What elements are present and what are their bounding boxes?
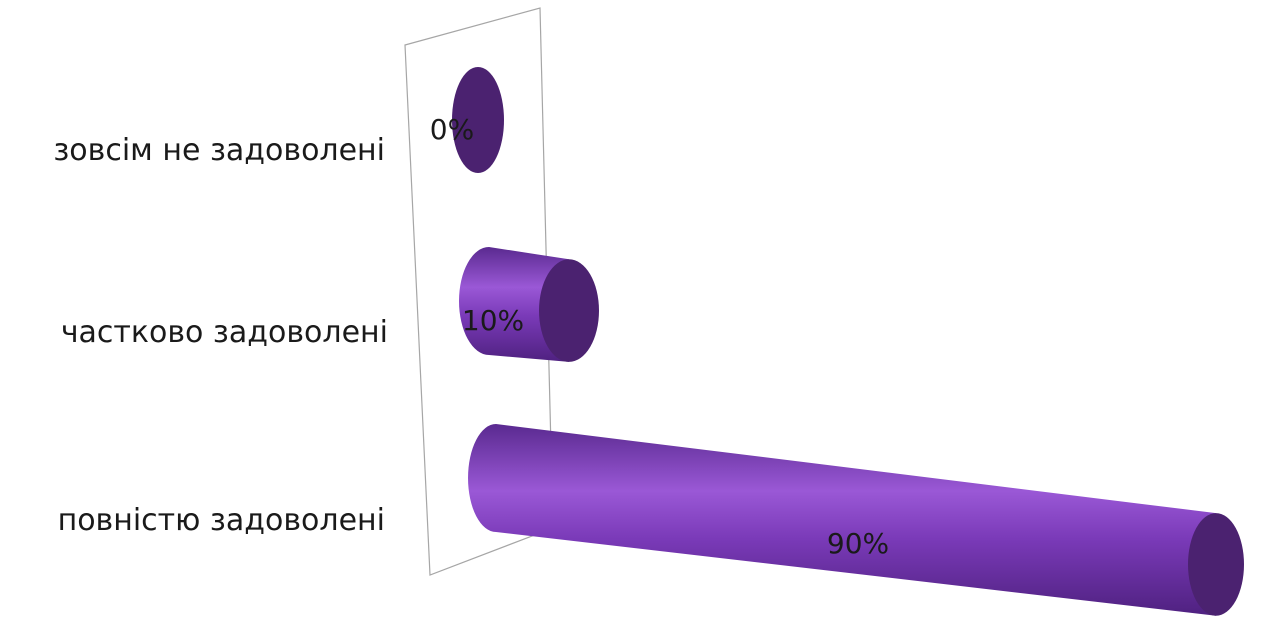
category-label: повністю задоволені: [58, 503, 385, 538]
category-label: зовсім не задоволені: [53, 133, 385, 168]
bar-cap: [1188, 513, 1244, 616]
bar: [452, 67, 504, 173]
data-label: 0%: [430, 113, 474, 146]
data-label: 10%: [462, 304, 524, 337]
bar: [468, 424, 1244, 616]
bar-body: [459, 247, 569, 362]
bar-cap: [452, 67, 504, 173]
category-label: частково задоволені: [61, 315, 388, 350]
bar: [459, 247, 599, 362]
bar-cap: [539, 259, 599, 362]
bar-body: [468, 424, 1216, 616]
data-label: 90%: [827, 527, 889, 560]
bars-layer: [452, 67, 1244, 616]
